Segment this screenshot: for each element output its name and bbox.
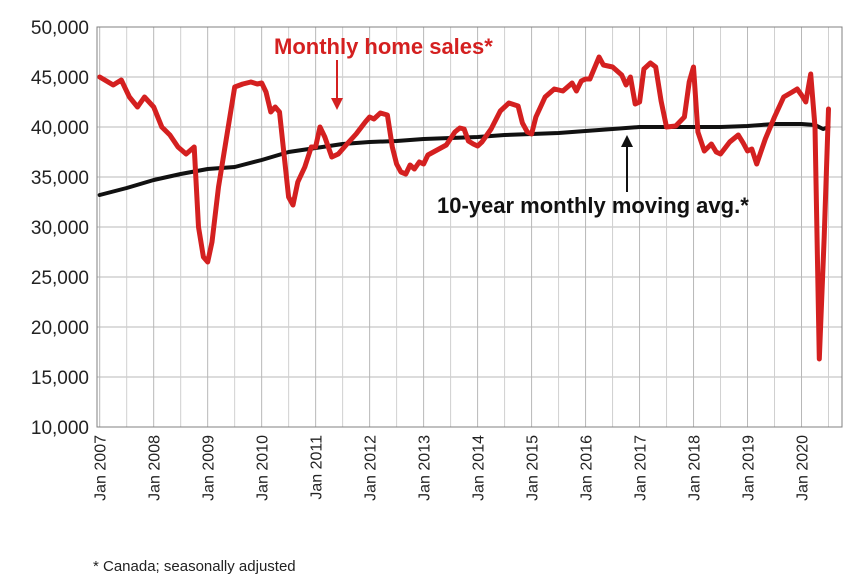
x-tick-label: Jan 2010 <box>255 435 272 501</box>
y-tick-label: 40,000 <box>31 118 89 139</box>
y-tick-label: 20,000 <box>31 318 89 339</box>
x-tick-label: Jan 2019 <box>741 435 758 501</box>
series-line-monthly-sales <box>97 54 831 362</box>
series-group <box>97 54 831 362</box>
plot-frame <box>96 26 843 428</box>
x-tick-label: Jan 2011 <box>309 435 326 500</box>
y-tick-label: 10,000 <box>31 418 89 439</box>
x-tick-label: Jan 2016 <box>579 435 596 501</box>
sales-annotation-label: Monthly home sales* <box>274 34 493 59</box>
series-line-moving-average <box>97 122 831 197</box>
x-tick-label: Jan 2018 <box>687 435 704 501</box>
x-tick-label: Jan 2017 <box>633 435 650 501</box>
grid <box>97 26 842 428</box>
x-axis-ticks: Jan 2007 Jan 2008 Jan 2009 Jan 2010 Jan 2011… <box>93 435 812 501</box>
x-tick-label: Jan 2013 <box>417 435 434 501</box>
y-tick-label: 35,000 <box>31 168 89 189</box>
y-tick-label: 25,000 <box>31 268 89 289</box>
avg-annotation-arrowhead <box>621 135 633 147</box>
x-tick-label: Jan 2015 <box>525 435 542 501</box>
sales-annotation-arrowhead <box>331 98 343 110</box>
y-tick-label: 45,000 <box>31 68 89 89</box>
footnote: * Canada; seasonally adjusted <box>93 558 296 575</box>
x-tick-label: Jan 2012 <box>363 435 380 501</box>
y-tick-label: 30,000 <box>31 218 89 239</box>
y-axis-ticks: 10,000 15,000 20,000 25,000 30,000 35,000 40,0… <box>31 18 89 439</box>
y-tick-label: 50,000 <box>31 18 89 39</box>
x-tick-label: Jan 2009 <box>201 435 218 501</box>
y-tick-label: 15,000 <box>31 368 89 389</box>
annotations: Monthly home sales* 10-year monthly movi… <box>274 34 749 218</box>
avg-annotation-label: 10-year monthly moving avg.* <box>437 193 749 218</box>
x-tick-label: Jan 2008 <box>147 435 164 501</box>
x-tick-label: Jan 2020 <box>795 435 812 501</box>
x-tick-label: Jan 2014 <box>471 435 488 501</box>
x-tick-label: Jan 2007 <box>93 435 110 501</box>
